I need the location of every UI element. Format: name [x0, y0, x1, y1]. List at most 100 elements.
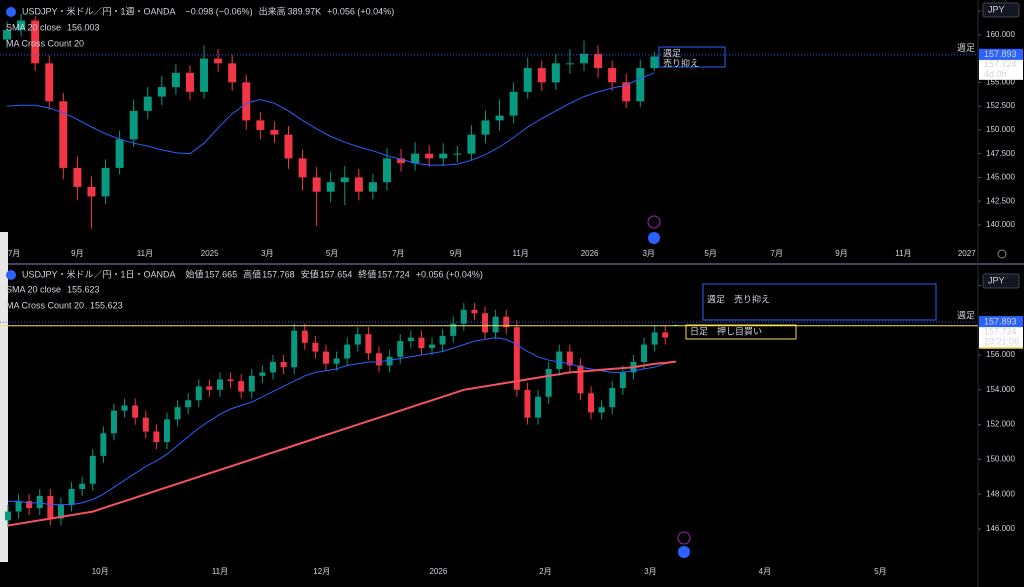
- candle-body: [566, 351, 573, 366]
- currency-btn[interactable]: [982, 2, 1020, 18]
- y-tick-label: 150.000: [986, 125, 1015, 134]
- candle-body: [429, 344, 436, 349]
- candle-body: [397, 341, 404, 357]
- candle-body: [608, 68, 617, 83]
- candle-body: [312, 177, 321, 192]
- candle-body: [15, 501, 22, 512]
- candle-body: [143, 96, 152, 111]
- y-tick-label: 147.500: [986, 149, 1015, 158]
- annotation-box: [702, 283, 937, 321]
- price-axis-bg: [979, 0, 1024, 240]
- last-price: 157.724: [984, 59, 1017, 69]
- price-label-bg: [979, 316, 1023, 328]
- y-tick-label: 154.000: [986, 385, 1015, 394]
- y-tick-label: 150.000: [986, 455, 1015, 464]
- candle-body: [551, 63, 560, 83]
- legend-name: SMA 20 close: [6, 22, 61, 32]
- candle-body: [228, 63, 237, 83]
- symbol-icon: [6, 270, 16, 280]
- candle-body: [174, 407, 181, 420]
- candle-body: [622, 82, 631, 102]
- settings-icon[interactable]: [997, 249, 1007, 259]
- flag-icon: [678, 546, 690, 558]
- x-tick-label: 9月: [835, 249, 847, 258]
- candle-body: [185, 72, 194, 92]
- candle-body: [636, 68, 645, 102]
- x-tick-label: 2027: [958, 249, 976, 258]
- candle-body: [280, 361, 287, 368]
- y-tick-label: 140.000: [986, 220, 1015, 229]
- annotation-box: [658, 46, 726, 68]
- candle-body: [662, 332, 669, 338]
- x-tick-label: 2026: [429, 567, 447, 576]
- candle-body: [535, 396, 542, 418]
- candle-body: [195, 386, 202, 401]
- legend-value: 155.623: [67, 284, 100, 294]
- candle-body: [47, 495, 54, 519]
- x-tick-label: 10月: [92, 567, 109, 576]
- candle-body: [323, 351, 329, 364]
- x-tick-label: 2026: [581, 249, 599, 258]
- change: −0.098 (−0.06%): [186, 6, 253, 16]
- candle-body: [354, 177, 363, 192]
- candle-body: [418, 337, 425, 349]
- candle-body: [397, 158, 406, 164]
- candle-body: [115, 139, 124, 168]
- event-icon: [647, 215, 661, 229]
- candle-body: [284, 134, 293, 159]
- candle-body: [31, 20, 40, 64]
- candle-body: [214, 58, 223, 64]
- candle-body: [206, 386, 213, 390]
- candle-body: [79, 483, 86, 489]
- x-tick-label: 5月: [704, 249, 716, 258]
- last-label-bg: [979, 59, 1023, 80]
- candle-body: [227, 379, 234, 382]
- candle-body: [326, 182, 335, 192]
- candle-body: [259, 372, 266, 376]
- legend-value: 155.623: [90, 300, 123, 310]
- x-tick-label: 2月: [539, 567, 551, 576]
- candle-body: [100, 433, 107, 456]
- candle-body: [425, 153, 434, 159]
- symbol-icon: [6, 7, 16, 17]
- candle-body: [200, 58, 209, 92]
- candle-body: [344, 344, 351, 359]
- annotation-text: 売り抑え: [663, 57, 699, 68]
- candle-body: [248, 375, 255, 392]
- y-tick-label: 155.000: [986, 77, 1015, 86]
- candle-body: [333, 358, 340, 364]
- x-tick-label: 7月: [771, 249, 783, 258]
- candle-body: [513, 327, 520, 390]
- x-tick-label: 11月: [137, 249, 153, 258]
- ohlc-value: 157.654: [320, 269, 353, 279]
- ohlc-label: 高値: [243, 268, 261, 279]
- candle-body: [579, 53, 588, 64]
- candle-body: [256, 120, 265, 130]
- x-tick-label: 3月: [644, 567, 656, 576]
- legend-value: 156.003: [67, 22, 100, 32]
- price-label: 157.893: [984, 316, 1017, 326]
- candle-body: [565, 63, 574, 65]
- candle-body: [312, 342, 319, 352]
- countdown: 23:21:06: [984, 336, 1019, 346]
- y-tick-label: 146.000: [986, 524, 1015, 533]
- currency: JPY: [988, 4, 1005, 14]
- candle-body: [450, 323, 457, 336]
- price-line-label: 週足: [957, 43, 975, 53]
- currency-btn[interactable]: [982, 273, 1020, 289]
- candle-body: [110, 410, 117, 434]
- candle-body: [3, 30, 12, 40]
- candle-body: [368, 182, 377, 192]
- y-tick-label: 152.000: [986, 420, 1015, 429]
- annotation-text: 週足 売り抑え: [707, 293, 770, 304]
- candle-body: [73, 167, 82, 187]
- candle-body: [216, 379, 223, 390]
- x-tick-label: 3月: [261, 249, 273, 258]
- annotation-text: 週足: [663, 48, 681, 58]
- change-today: +0.056 (+0.04%): [327, 6, 394, 16]
- event-icon: [677, 531, 691, 545]
- x-tick-label: 5月: [326, 249, 338, 258]
- x-tick-label: 11月: [212, 567, 228, 576]
- candle-body: [298, 158, 307, 178]
- candle-body: [619, 372, 626, 389]
